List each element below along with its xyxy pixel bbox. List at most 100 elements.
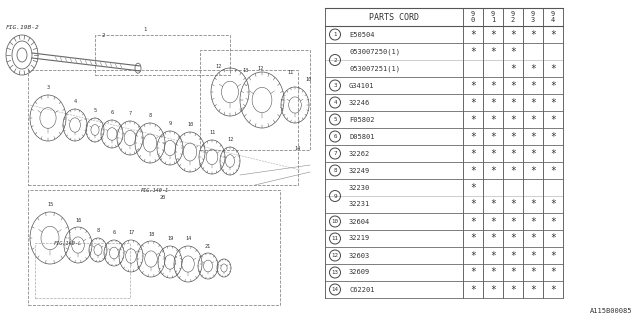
Text: *: * [470,182,476,193]
Text: 32231: 32231 [349,202,371,207]
Text: C62201: C62201 [349,286,374,292]
Text: 32262: 32262 [349,150,371,156]
Text: 5: 5 [93,108,97,113]
Text: 8: 8 [333,168,337,173]
Text: 13: 13 [242,68,248,73]
Text: 16: 16 [75,218,81,222]
Text: *: * [550,115,556,124]
Text: 8: 8 [97,228,100,234]
Text: 10: 10 [305,77,311,82]
Text: 32219: 32219 [349,236,371,242]
Text: 9: 9 [168,121,172,125]
Text: *: * [530,132,536,141]
Text: *: * [490,46,496,57]
Text: 053007251(1): 053007251(1) [349,65,400,72]
Text: *: * [470,234,476,244]
Text: FIG.140-1: FIG.140-1 [141,188,169,193]
Text: *: * [490,132,496,141]
Bar [325,8,563,26]
Text: *: * [550,29,556,39]
Text: *: * [530,217,536,227]
Text: 10: 10 [187,122,193,126]
Text: 32609: 32609 [349,269,371,276]
Text: *: * [490,98,496,108]
Text: *: * [490,29,496,39]
Text: *: * [530,63,536,74]
Text: 14: 14 [294,146,300,151]
Text: *: * [470,217,476,227]
Text: 32604: 32604 [349,219,371,225]
Text: F05802: F05802 [349,116,374,123]
Text: 17: 17 [128,230,134,236]
Text: 053007250(1): 053007250(1) [349,48,400,55]
Text: 14: 14 [332,287,339,292]
Text: *: * [470,165,476,175]
Text: 9
1: 9 1 [491,11,495,23]
Text: *: * [550,132,556,141]
Text: 18: 18 [148,231,154,236]
Text: 15: 15 [47,203,53,207]
Text: *: * [550,148,556,158]
Text: 12: 12 [257,66,263,71]
Text: *: * [490,251,496,260]
Text: D05801: D05801 [349,133,374,140]
Text: *: * [510,63,516,74]
Text: *: * [510,284,516,294]
Bar [325,0,563,298]
Text: 9: 9 [333,194,337,198]
Text: *: * [530,234,536,244]
Text: *: * [510,268,516,277]
Text: 9
4: 9 4 [551,11,555,23]
Text: *: * [510,251,516,260]
Text: 3: 3 [47,84,49,90]
Text: *: * [530,29,536,39]
Text: 9
2: 9 2 [511,11,515,23]
Text: *: * [470,46,476,57]
Text: 21: 21 [205,244,211,249]
Text: *: * [510,46,516,57]
Text: 1: 1 [333,32,337,37]
Text: 4: 4 [333,100,337,105]
Text: *: * [530,268,536,277]
Text: *: * [530,148,536,158]
Text: *: * [490,199,496,210]
Text: *: * [490,217,496,227]
Text: 12: 12 [332,253,339,258]
Text: *: * [510,199,516,210]
Text: *: * [550,199,556,210]
Text: 20: 20 [160,195,166,200]
Text: 11: 11 [332,236,339,241]
Text: 19: 19 [167,236,173,242]
Text: *: * [470,98,476,108]
Text: *: * [530,115,536,124]
Text: 7: 7 [333,151,337,156]
Text: FIG.19B-2: FIG.19B-2 [6,25,40,30]
Text: 8: 8 [148,113,152,117]
Text: *: * [470,199,476,210]
Text: *: * [510,98,516,108]
Text: FIG.140-L: FIG.140-L [54,241,82,246]
Text: *: * [490,81,496,91]
Text: *: * [550,81,556,91]
Text: *: * [530,81,536,91]
Text: *: * [490,115,496,124]
Text: *: * [510,217,516,227]
Text: PARTS CORD: PARTS CORD [369,12,419,21]
Text: *: * [550,284,556,294]
Text: 9
3: 9 3 [531,11,535,23]
Text: 12: 12 [215,64,221,69]
Text: 3: 3 [333,83,337,88]
Text: *: * [470,115,476,124]
Text: 1: 1 [143,27,147,32]
Text: 9
0: 9 0 [471,11,475,23]
Text: 6: 6 [113,230,116,236]
Text: *: * [550,165,556,175]
Text: *: * [490,284,496,294]
Text: *: * [470,148,476,158]
Text: *: * [490,234,496,244]
Text: *: * [470,284,476,294]
Text: *: * [550,98,556,108]
Text: 32246: 32246 [349,100,371,106]
Text: *: * [550,251,556,260]
Text: G34101: G34101 [349,83,374,89]
